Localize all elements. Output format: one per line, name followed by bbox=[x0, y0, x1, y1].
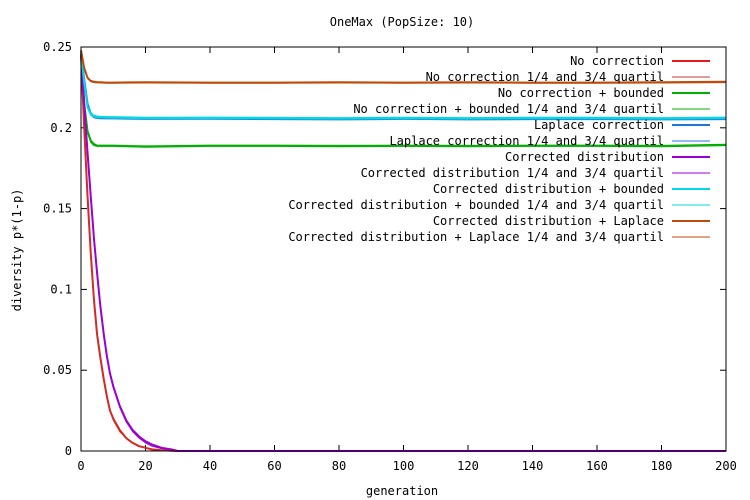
legend-label: Laplace correction 1/4 and 3/4 quartil bbox=[389, 134, 664, 148]
legend-label: Corrected distribution bbox=[505, 150, 664, 164]
legend-label: Corrected distribution 1/4 and 3/4 quart… bbox=[361, 166, 664, 180]
legend: No correction No correction 1/4 and 3/4 q… bbox=[288, 54, 710, 244]
x-tick-label: 200 bbox=[715, 459, 737, 473]
series-line-4 bbox=[80, 56, 727, 148]
x-tick-label: 20 bbox=[138, 459, 152, 473]
plot-frame bbox=[80, 46, 727, 452]
y-tick-label: 0.1 bbox=[50, 282, 72, 296]
legend-label: No correction 1/4 and 3/4 quartil bbox=[426, 70, 664, 84]
legend-label: Laplace correction bbox=[534, 118, 664, 132]
series-line-10 bbox=[80, 52, 727, 120]
chart-title: OneMax (PopSize: 10) bbox=[330, 15, 475, 29]
series-line-11 bbox=[80, 50, 727, 84]
series-line-3 bbox=[80, 55, 727, 148]
axis-ticks: 0 20 40 60 80 100 120 140 160 180 200 0 0.05 0.1 0.15 0… bbox=[43, 40, 737, 473]
x-tick-label: 120 bbox=[457, 459, 479, 473]
legend-label: Corrected distribution + Laplace bbox=[433, 214, 664, 228]
x-tick-label: 80 bbox=[332, 459, 346, 473]
y-tick-label: 0 bbox=[65, 444, 72, 458]
x-tick-label: 60 bbox=[267, 459, 281, 473]
y-axis-label: diversity p*(1-p) bbox=[10, 189, 24, 312]
x-tick-label: 0 bbox=[77, 459, 84, 473]
legend-label: Corrected distribution + bounded bbox=[433, 182, 664, 196]
x-tick-label: 180 bbox=[651, 459, 673, 473]
y-tick-label: 0.05 bbox=[43, 363, 72, 377]
x-tick-label: 140 bbox=[522, 459, 544, 473]
series-line-12 bbox=[80, 50, 727, 84]
y-tick-label: 0.2 bbox=[50, 121, 72, 135]
legend-label: No correction + bounded bbox=[498, 86, 664, 100]
legend-label: Corrected distribution + Laplace 1/4 and… bbox=[288, 230, 664, 244]
y-tick-label: 0.25 bbox=[43, 40, 72, 54]
legend-label: No correction bbox=[570, 54, 664, 68]
legend-label: No correction + bounded 1/4 and 3/4 quar… bbox=[353, 102, 664, 116]
x-tick-label: 100 bbox=[393, 459, 415, 473]
x-tick-label: 40 bbox=[203, 459, 217, 473]
x-tick-label: 160 bbox=[586, 459, 608, 473]
legend-label: Corrected distribution + bounded 1/4 and… bbox=[288, 198, 664, 212]
y-tick-label: 0.15 bbox=[43, 202, 72, 216]
x-axis-label: generation bbox=[366, 484, 438, 498]
